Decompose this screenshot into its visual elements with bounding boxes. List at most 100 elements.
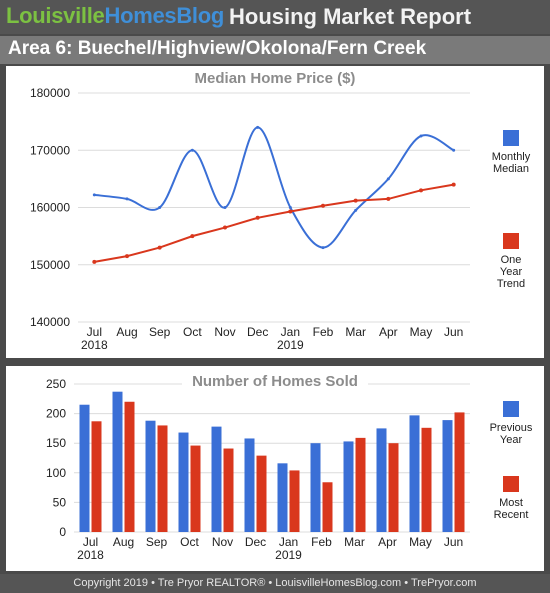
x-tick-label: Nov: [214, 325, 235, 339]
legend-monthly-median-label: Median: [493, 163, 529, 175]
trend-point: [92, 259, 97, 264]
median-point: [158, 206, 162, 209]
trend-point: [190, 234, 195, 239]
footer-text: Copyright 2019 • Tre Pryor REALTOR® • Lo…: [73, 577, 477, 589]
legend-one-year-trend-label: One: [501, 254, 522, 266]
trend-point: [353, 198, 358, 203]
previous-year-bar: [310, 443, 321, 532]
y-tick-label: 50: [53, 495, 67, 509]
most-recent-bar: [223, 448, 234, 532]
area-title: Area 6: Buechel/Highview/Okolona/Fern Cr…: [8, 38, 427, 59]
most-recent-bar: [91, 421, 102, 532]
brand-part1: Louisville: [6, 3, 105, 28]
x-tick-label: Nov: [212, 535, 233, 549]
median-point: [321, 246, 325, 250]
y-tick-label: 150000: [30, 258, 70, 272]
trend-point: [288, 209, 293, 214]
brand-part2: HomesBlog: [104, 3, 225, 28]
previous-year-bar: [178, 432, 189, 532]
most-recent-bar: [421, 427, 432, 532]
previous-year-bar: [277, 463, 288, 532]
x-tick-label: Aug: [113, 535, 134, 549]
x-tick-label: Aug: [116, 325, 137, 339]
y-tick-label: 170000: [30, 143, 70, 157]
previous-year-bar: [112, 391, 123, 532]
trend-point: [157, 245, 162, 250]
median-point: [419, 134, 423, 138]
legend-one-year-trend-label: Trend: [497, 278, 525, 290]
x-tick-label: Mar: [345, 325, 366, 339]
median-point: [223, 206, 227, 209]
homes-sold-panel: 0 50 100 150 200 250 Jul 2018 Aug Sep Oct Nov Dec Jan…: [6, 366, 544, 571]
trend-point: [125, 254, 129, 259]
median-point: [92, 193, 96, 197]
x-tick-label: Jun: [444, 535, 463, 549]
x-tick-label: Sep: [149, 325, 171, 339]
x-tick-label: May: [409, 535, 432, 549]
median-price-panel: Median Home Price ($) 140000 150000 160000 1…: [6, 66, 544, 358]
x-tick-label: Feb: [313, 325, 334, 339]
trend-point: [386, 196, 391, 201]
previous-year-bar: [409, 415, 420, 532]
x-tick-label: Dec: [247, 325, 268, 339]
legend-most-recent-swatch: [503, 476, 519, 492]
year-label: 2018: [77, 548, 104, 562]
year-label: 2018: [81, 338, 108, 352]
trend-point: [223, 225, 227, 230]
legend-one-year-trend-swatch: [503, 233, 519, 249]
previous-year-bar: [145, 420, 156, 532]
x-tick-label: Jan: [279, 535, 298, 549]
legend-most-recent-label: Most: [499, 497, 523, 509]
y-tick-label: 180000: [30, 86, 70, 100]
trend-point: [451, 182, 456, 187]
trend-point: [321, 203, 325, 208]
footer-bar: Copyright 2019 • Tre Pryor REALTOR® • Lo…: [0, 574, 550, 593]
chart-title: Median Home Price ($): [195, 70, 356, 87]
y-tick-label: 0: [59, 525, 66, 539]
x-tick-label: Feb: [311, 535, 332, 549]
x-tick-label: Sep: [146, 535, 168, 549]
x-tick-label: Jul: [87, 325, 102, 339]
most-recent-bar: [256, 455, 267, 532]
most-recent-bar: [454, 412, 465, 532]
monthly-median-line: [94, 126, 455, 249]
chart-title: Number of Homes Sold: [192, 373, 358, 390]
y-tick-label: 150: [46, 436, 66, 450]
median-point: [288, 206, 292, 209]
report-title: Housing Market Report: [229, 4, 472, 29]
area-bar: Area 6: Buechel/Highview/Okolona/Fern Cr…: [0, 36, 550, 64]
x-tick-label: Jan: [281, 325, 300, 339]
y-tick-label: 200: [46, 407, 66, 421]
legend-previous-year-label: Previous: [490, 422, 533, 434]
x-tick-label: Oct: [180, 535, 199, 549]
year-label: 2019: [277, 338, 304, 352]
year-label: 2019: [275, 548, 302, 562]
y-tick-label: 100: [46, 466, 66, 480]
legend-previous-year-label: Year: [500, 434, 523, 446]
legend-one-year-trend-label: Year: [500, 266, 523, 278]
y-tick-label: 140000: [30, 315, 70, 329]
median-price-chart: Median Home Price ($) 140000 150000 160000 1…: [30, 70, 531, 352]
x-tick-label: Mar: [344, 535, 365, 549]
most-recent-bar: [388, 443, 399, 532]
most-recent-bar: [355, 437, 366, 532]
x-tick-label: Oct: [183, 325, 202, 339]
previous-year-bar: [244, 438, 255, 532]
previous-year-bar: [211, 426, 222, 532]
previous-year-bar: [343, 441, 354, 532]
median-point: [386, 177, 390, 181]
median-point: [256, 125, 260, 129]
legend-most-recent-label: Recent: [494, 509, 529, 521]
y-tick-label: 250: [46, 377, 66, 391]
header-bar: LouisvilleHomesBlog Housing Market Repor…: [0, 0, 550, 34]
legend-monthly-median-label: Monthly: [492, 151, 531, 163]
trend-point: [419, 188, 423, 193]
trend-point: [255, 215, 260, 220]
x-tick-label: May: [410, 325, 433, 339]
median-point: [190, 148, 194, 152]
most-recent-bar: [289, 470, 300, 532]
most-recent-bar: [322, 482, 333, 532]
trend-line: [94, 183, 454, 263]
x-tick-label: Jun: [444, 325, 463, 339]
